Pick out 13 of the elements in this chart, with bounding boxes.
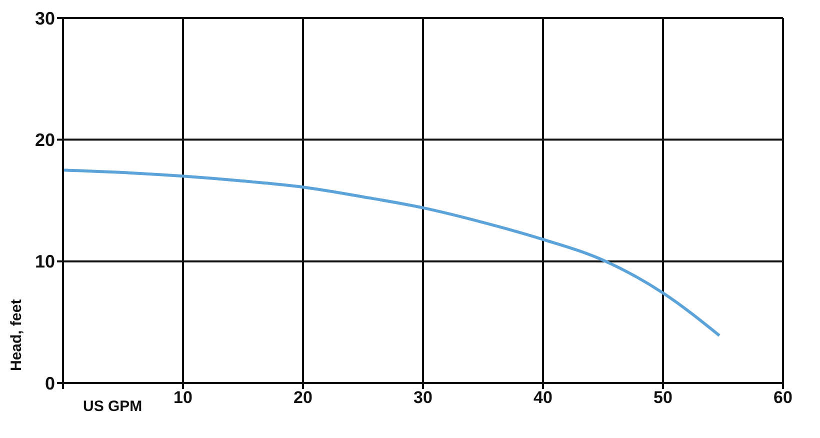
x-tick-label: 20 xyxy=(294,388,312,408)
x-axis-title: US GPM xyxy=(83,398,142,415)
y-tick-label: 30 xyxy=(34,8,55,28)
y-tick-label: 20 xyxy=(34,130,55,150)
x-tick-label: 60 xyxy=(774,388,792,408)
x-tick-label: 50 xyxy=(654,388,672,408)
y-tick-label: 0 xyxy=(44,373,55,394)
x-tick-label: 40 xyxy=(534,388,552,408)
x-tick-label: 30 xyxy=(414,388,432,408)
y-tick-label: 10 xyxy=(34,252,55,272)
line-series xyxy=(63,168,721,338)
x-tick-label: 10 xyxy=(174,388,192,408)
y-axis-title: Head, feet xyxy=(8,299,25,371)
